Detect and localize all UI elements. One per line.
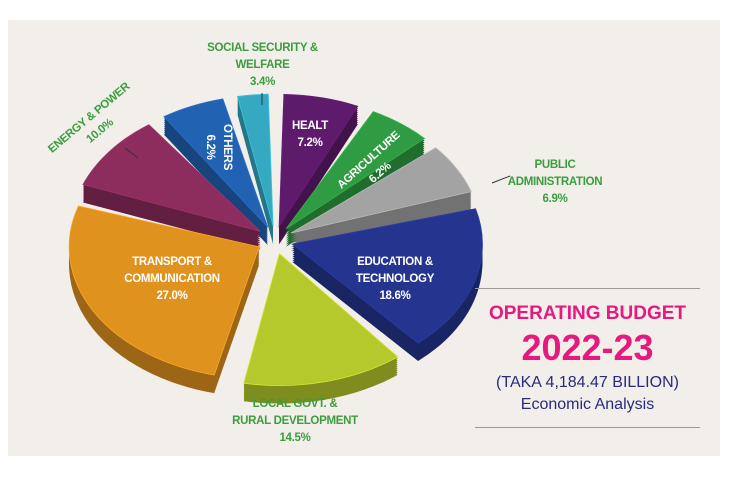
- label-transport: TRANSPORT & COMMUNICATION 27.0%: [112, 254, 232, 305]
- label-text: LOCAL GOVT. &: [252, 398, 338, 410]
- pie-slice-top: [290, 147, 472, 234]
- chart-subtitle: 2022-23: [521, 327, 654, 368]
- label-text: TECHNOLOGY: [355, 273, 435, 285]
- label-others: OTHERS 6.2%: [201, 117, 235, 177]
- label-text: RURAL DEVELOPMENT: [232, 415, 358, 427]
- pie-slice-top: [285, 111, 426, 230]
- label-text: WELFARE: [235, 59, 290, 71]
- pie-slice-7: [82, 124, 261, 250]
- pie-slice-4: [291, 208, 483, 362]
- label-local-govt: LOCAL GOVT. & RURAL DEVELOPMENT 14.5%: [225, 396, 365, 447]
- label-text: HEALT: [292, 120, 328, 132]
- pie-slice-1: [278, 93, 359, 245]
- pie-slice-top: [163, 98, 269, 228]
- pie-slice-top: [291, 208, 483, 344]
- pie-slice-top: [82, 124, 261, 232]
- chart-title: OPERATING BUDGET: [488, 303, 687, 324]
- label-text: OTHERS: [221, 123, 233, 171]
- label-pct: 14.5%: [279, 432, 311, 444]
- label-pct: 6.9%: [542, 193, 568, 205]
- pie-slice-3: [290, 147, 472, 252]
- pie-slice-top: [243, 252, 399, 386]
- pie-slice-0: [236, 93, 274, 245]
- label-social-security: SOCIAL SECURITY & WELFARE 3.4%: [200, 40, 325, 91]
- label-text: TRANSPORT &: [132, 256, 212, 268]
- pie-slice-6: [68, 205, 260, 394]
- pie-slice-5: [243, 252, 399, 404]
- label-pct: 3.4%: [249, 76, 275, 88]
- label-education: EDUCATION & TECHNOLOGY 18.6%: [345, 254, 445, 305]
- divider-top: [475, 288, 700, 289]
- label-health: HEALT 7.2%: [285, 118, 335, 152]
- chart-caption: Economic Analysis: [520, 396, 655, 413]
- label-text: SOCIAL SECURITY &: [207, 42, 318, 54]
- label-text: EDUCATION &: [357, 256, 433, 268]
- label-text: COMMUNICATION: [124, 273, 220, 285]
- pie-slice-top: [68, 205, 260, 376]
- label-pct: 27.0%: [156, 290, 188, 302]
- label-pct: 18.6%: [379, 290, 411, 302]
- pie-slice-top: [278, 93, 359, 228]
- chart-note: (TAKA 4,184.47 BILLION): [496, 374, 679, 391]
- label-pct: 7.2%: [297, 137, 323, 149]
- divider-bottom: [475, 427, 700, 428]
- label-public-administration: PUBLIC ADMINISTRATION 6.9%: [500, 157, 610, 208]
- leader-line: [124, 147, 139, 159]
- label-text: PUBLIC: [534, 159, 576, 171]
- pie-slice-top: [236, 93, 274, 227]
- label-pct: 6.2%: [204, 134, 216, 160]
- leader-line: [491, 175, 511, 184]
- label-text: ADMINISTRATION: [507, 176, 603, 188]
